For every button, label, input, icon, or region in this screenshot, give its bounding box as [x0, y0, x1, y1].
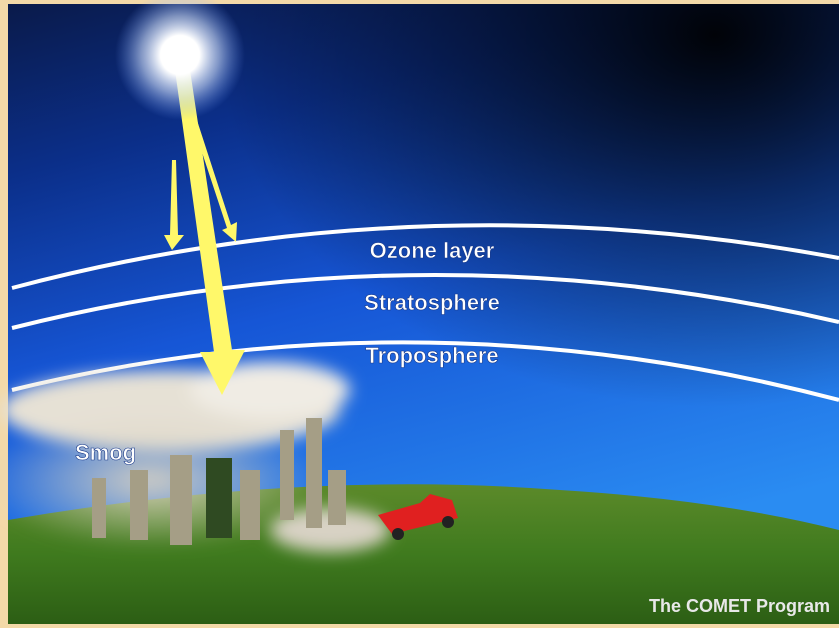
- ozone-label: Ozone layer: [370, 238, 495, 263]
- credit: The COMET Program: [649, 596, 830, 616]
- illustration: Ozone layer Stratosphere Troposphere Smo…: [0, 0, 839, 628]
- page: Ozone layer Stratosphere Troposphere Smo…: [0, 0, 839, 628]
- troposphere-label: Troposphere: [365, 343, 498, 368]
- stratosphere-label: Stratosphere: [364, 290, 500, 315]
- smog-label: Smog: [75, 440, 136, 465]
